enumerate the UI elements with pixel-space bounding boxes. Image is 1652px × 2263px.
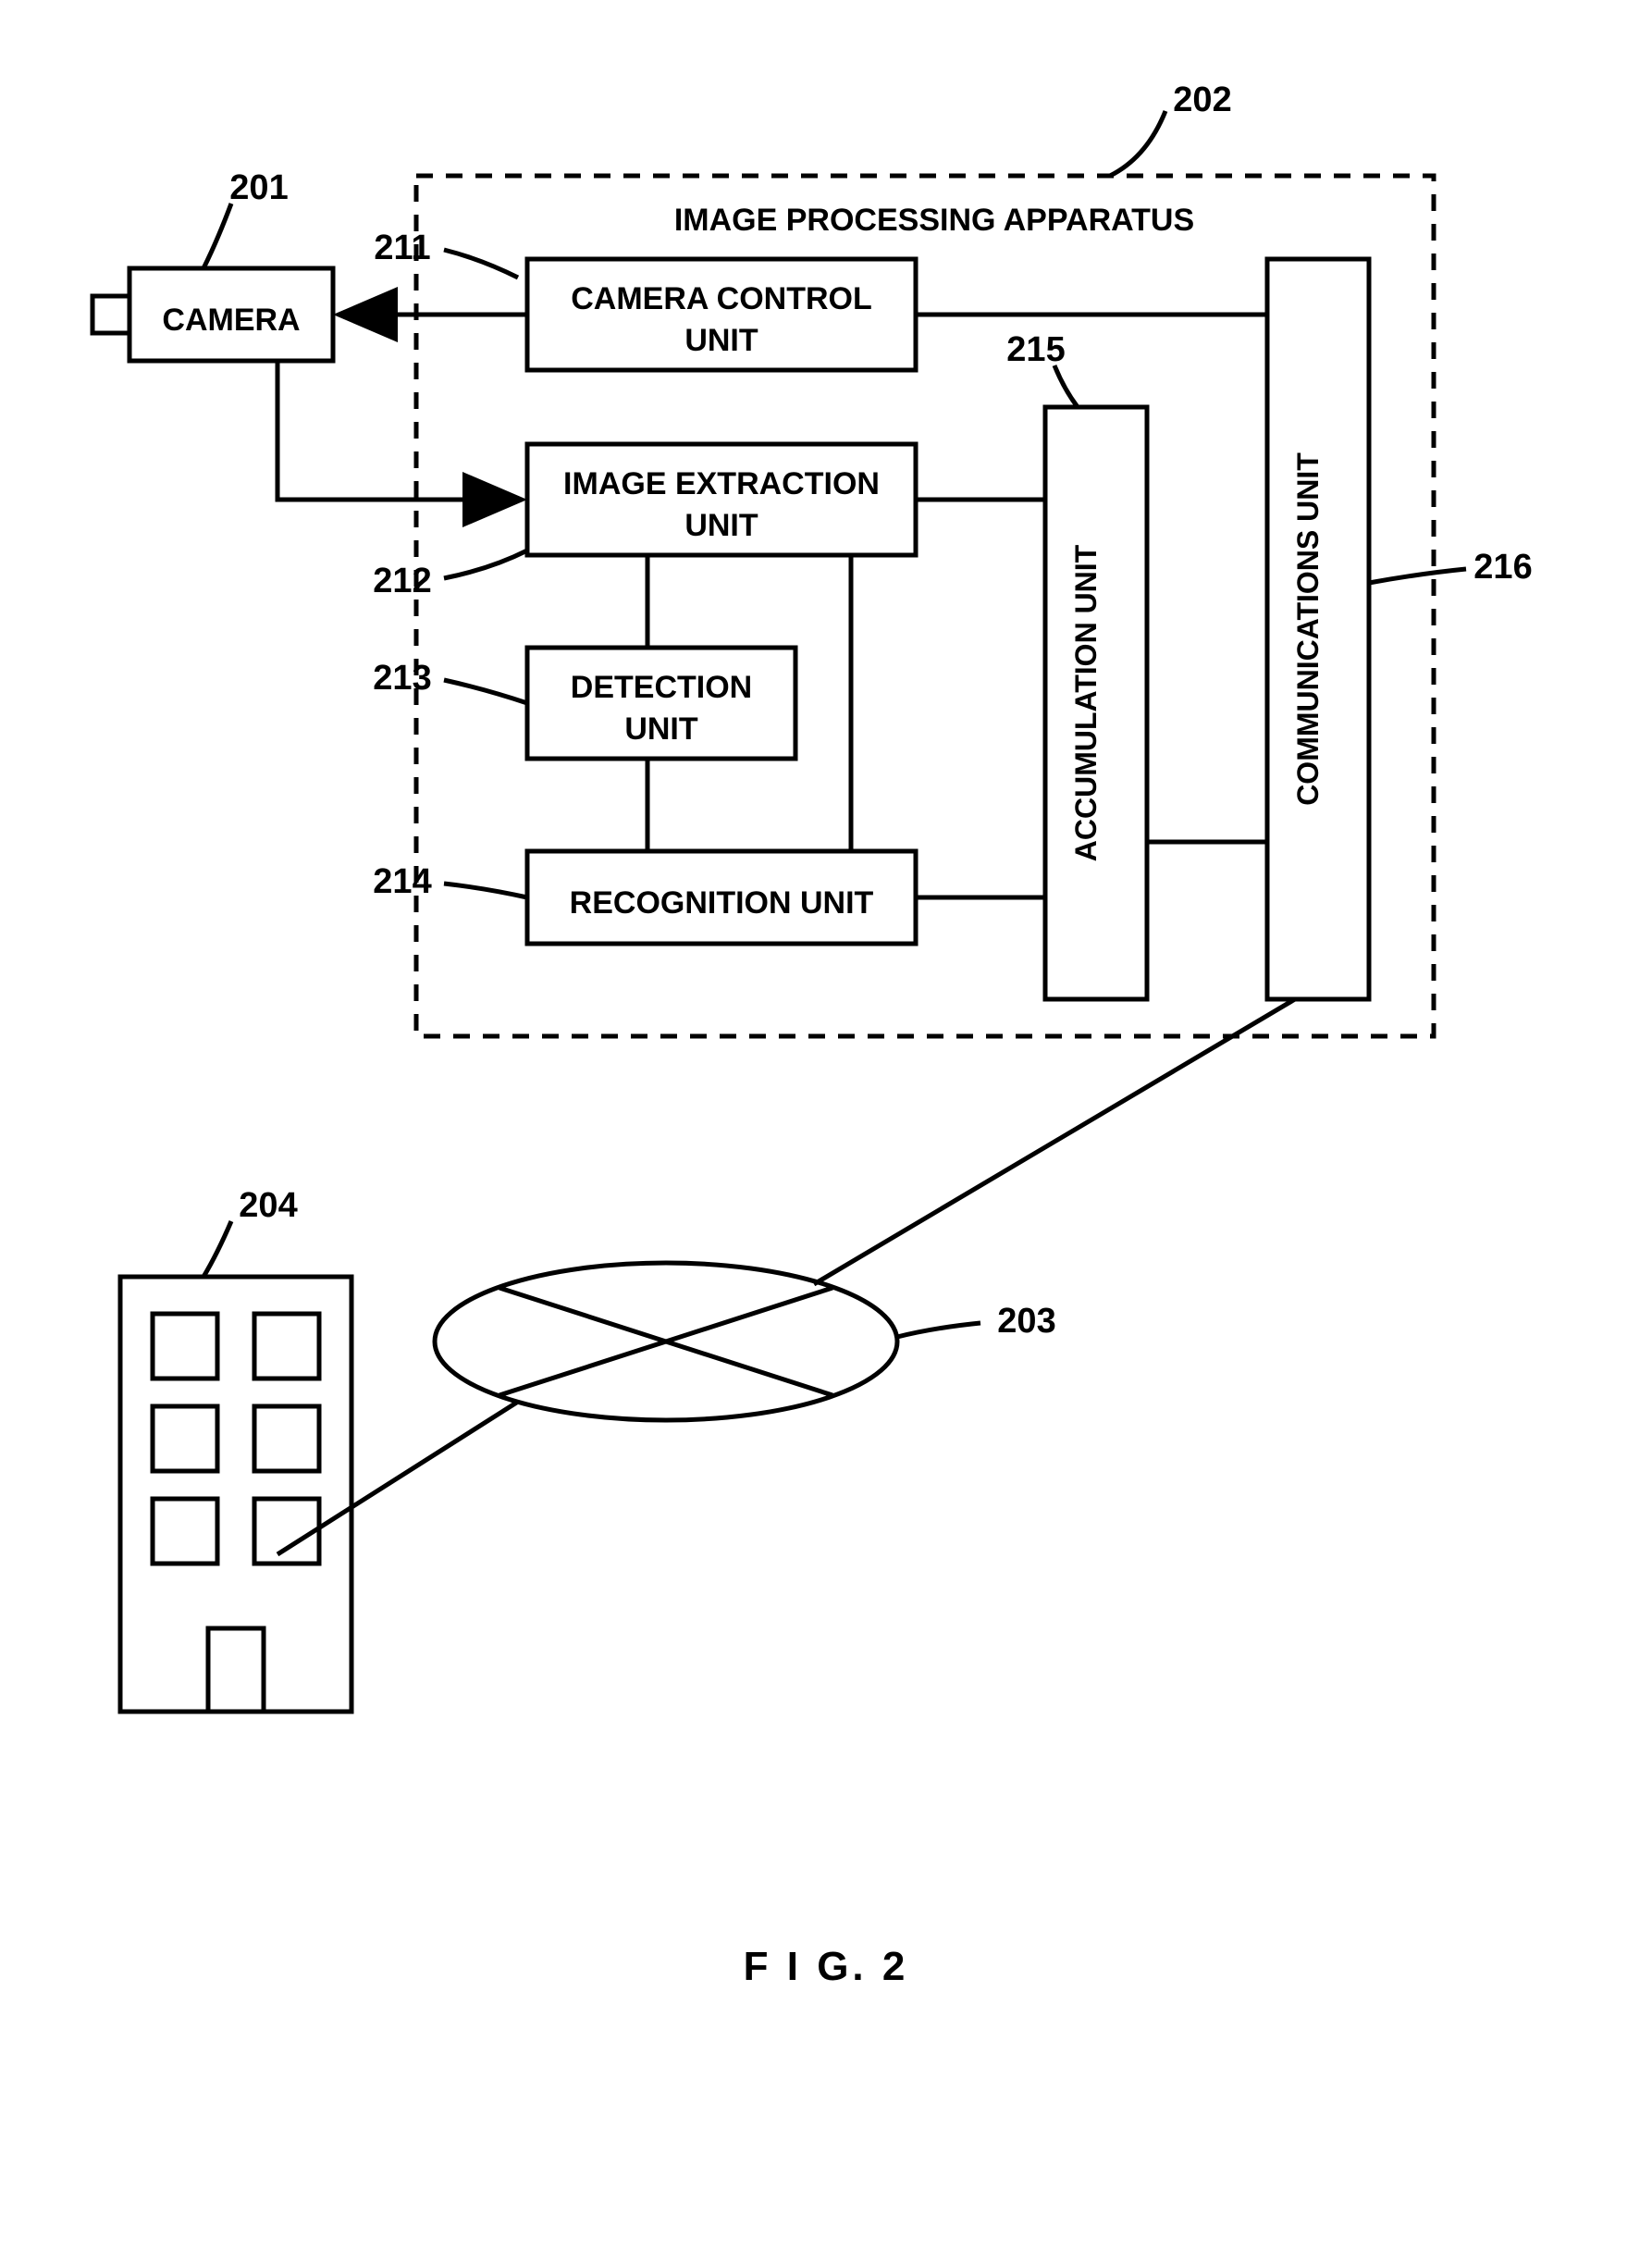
figure-caption: F I G. 2: [744, 1944, 909, 1989]
ref-212: 212: [373, 562, 431, 600]
camera-control-l1: CAMERA CONTROL: [571, 281, 872, 316]
ref-curve-216: [1369, 569, 1466, 583]
ref-213: 213: [373, 659, 431, 698]
ref-curve-215: [1054, 365, 1078, 407]
detection-l1: DETECTION: [571, 670, 752, 705]
camera-lens: [92, 296, 129, 333]
recognition-label: RECOGNITION UNIT: [570, 885, 874, 921]
building-window: [254, 1314, 319, 1379]
ref-203: 203: [997, 1302, 1055, 1341]
ref-curve-211: [444, 250, 518, 278]
conn-comm-net: [814, 999, 1295, 1284]
ref-214: 214: [373, 862, 431, 901]
conn-net-building: [277, 1402, 518, 1554]
ref-202: 202: [1173, 80, 1231, 119]
ref-204: 204: [239, 1186, 297, 1225]
building-window: [153, 1314, 217, 1379]
ref-curve-214: [444, 884, 527, 897]
building-window: [153, 1499, 217, 1564]
detection-l2: UNIT: [624, 711, 698, 747]
ref-211: 211: [374, 229, 430, 267]
camera-label: CAMERA: [162, 303, 300, 338]
ref-201: 201: [229, 168, 288, 207]
ref-curve-204: [203, 1221, 231, 1277]
ref-curve-203: [897, 1323, 980, 1337]
ref-216: 216: [1473, 548, 1532, 587]
building-window: [254, 1499, 319, 1564]
building-window: [254, 1406, 319, 1471]
camera-control-l2: UNIT: [684, 323, 758, 358]
ref-215: 215: [1006, 330, 1065, 369]
building-door: [208, 1628, 264, 1712]
ref-curve-213: [444, 680, 527, 703]
apparatus-title: IMAGE PROCESSING APPARATUS: [674, 203, 1194, 238]
ref-curve-212: [444, 550, 527, 578]
accumulation-label: ACCUMULATION UNIT: [1069, 544, 1103, 861]
diagram-canvas: IMAGE PROCESSING APPARATUS 202 CAMERA 20…: [0, 0, 1652, 2263]
image-extraction-l2: UNIT: [684, 508, 758, 543]
building-window: [153, 1406, 217, 1471]
ref-curve-201: [203, 204, 231, 268]
image-extraction-l1: IMAGE EXTRACTION: [563, 466, 880, 501]
conn-camera-ie: [277, 361, 518, 500]
communications-label: COMMUNICATIONS UNIT: [1291, 452, 1325, 806]
ref-curve-202: [1110, 111, 1165, 176]
